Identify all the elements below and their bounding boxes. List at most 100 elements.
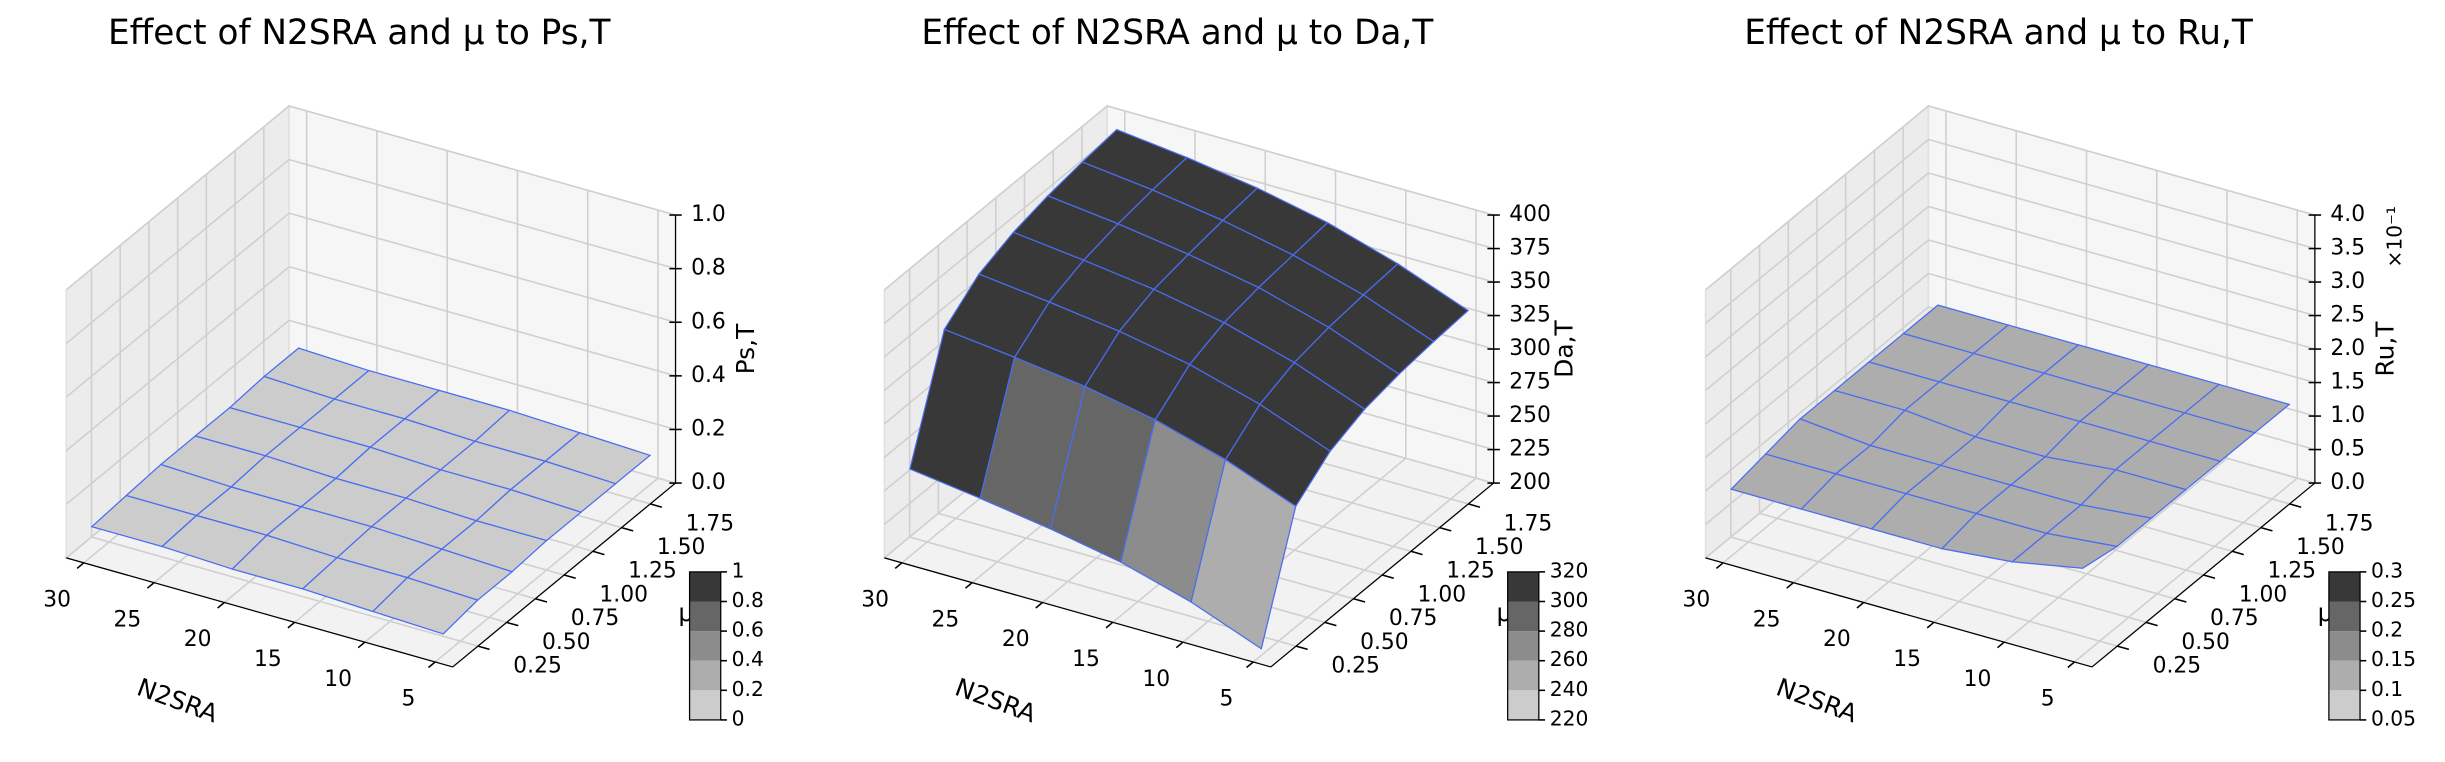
chart-title: Effect of N2SRA and μ to Da,T	[921, 13, 1434, 53]
x-tick-label: 5	[401, 687, 415, 712]
x-tick-label: 10	[324, 667, 352, 692]
colorbar-tick-label: 0.05	[2371, 706, 2416, 730]
z-tick-label: 200	[1509, 470, 1551, 495]
x-tick	[427, 661, 436, 669]
colorbar-tick-label: 0.2	[2371, 618, 2403, 642]
grid-line	[288, 319, 676, 431]
colorbar-level	[2328, 690, 2361, 720]
colorbar-level	[689, 690, 721, 720]
surface-patch	[1190, 458, 1297, 650]
y-tick	[2174, 597, 2187, 603]
y-tick	[1410, 550, 1423, 556]
panel: Effect of N2SRA and μ to Da,T 30 25 20 15 10 5…	[861, 13, 1588, 731]
y-tick-label: 0.50	[2181, 630, 2230, 655]
grid-line	[1106, 105, 1494, 216]
y-tick	[2203, 574, 2216, 580]
grid-line	[65, 105, 290, 291]
z-tick-label: 0.5	[2330, 437, 2365, 462]
x-tick-label: 30	[861, 587, 889, 612]
grid-line	[1928, 205, 2316, 317]
x-tick-label: 15	[1072, 647, 1100, 672]
grid-line	[1705, 306, 1929, 492]
z-tick-label: 350	[1509, 269, 1551, 294]
colorbar-tick-label: 0	[732, 706, 745, 730]
colorbar-tick-label: 0.8	[732, 588, 764, 612]
y-tick	[2117, 645, 2130, 651]
z-tick-label: 400	[1509, 202, 1551, 227]
chart-title: Effect of N2SRA and μ to Ps,T	[108, 13, 612, 53]
y-tick	[477, 645, 490, 651]
colorbar-level	[1507, 660, 1539, 691]
z-tick-label: 4.0	[2330, 202, 2365, 227]
colorbar-frame	[2328, 571, 2361, 721]
grid-line	[1928, 172, 2316, 283]
x-tick-label: 10	[1964, 667, 1992, 692]
grid-line	[1705, 239, 1929, 425]
grid-line	[1705, 138, 1929, 324]
z-tick-label: 3.5	[2330, 236, 2365, 261]
y-tick-label: 1.25	[2267, 559, 2316, 584]
grid-line	[883, 138, 1108, 324]
grid-line	[1928, 272, 2316, 384]
grid-line	[1705, 205, 1929, 391]
colorbar-tick-label: 300	[1550, 588, 1589, 612]
y-tick	[1324, 621, 1337, 627]
x-tick-label: 10	[1142, 667, 1170, 692]
axis-line	[66, 557, 453, 668]
y-tick	[563, 574, 576, 580]
z-axis-label: Ru,T	[2371, 321, 2400, 377]
x-tick-label: 15	[254, 647, 282, 672]
grid-line	[65, 212, 290, 398]
x-tick	[1856, 601, 1865, 609]
y-tick-label: 0.75	[2210, 606, 2259, 631]
y-tick-label: 1.25	[628, 559, 677, 584]
y-tick-label: 0.75	[1389, 606, 1438, 631]
z-axis-label: Ps,T	[731, 323, 760, 374]
y-tick-label: 0.25	[2153, 654, 2202, 679]
colorbar-tick-label: 0.3	[2371, 558, 2403, 582]
x-tick	[1105, 621, 1114, 629]
colorbar-tick-label: 1	[732, 558, 745, 582]
colorbar-level	[1507, 571, 1539, 602]
offset-text: ×10⁻¹	[2382, 206, 2406, 268]
colorbar-level	[689, 601, 721, 632]
y-tick	[592, 550, 605, 556]
x-tick	[965, 582, 973, 589]
colorbar-tick-label: 0.1	[2371, 677, 2403, 701]
z-tick-label: 0.6	[691, 309, 726, 334]
y-tick-label: 1.75	[1504, 511, 1553, 536]
grid-line	[288, 105, 676, 216]
x-tick-label: 25	[932, 607, 960, 632]
x-tick-label: 20	[184, 627, 212, 652]
colorbar-tick-label: 220	[1550, 706, 1589, 730]
axis-line	[1270, 482, 1495, 668]
colorbar-tick-label: 0.4	[732, 647, 764, 671]
x-tick	[1035, 601, 1043, 609]
z-tick-label: 0.0	[2330, 470, 2365, 495]
grid-line	[65, 319, 290, 505]
y-tick-label: 1.75	[686, 511, 735, 536]
grid-line	[1759, 512, 2147, 624]
colorbar-tick-label: 240	[1550, 677, 1589, 701]
colorbar-frame	[688, 571, 722, 721]
colorbar-frame	[1507, 571, 1540, 721]
x-tick	[1246, 661, 1254, 669]
x-tick-label: 25	[113, 607, 141, 632]
z-tick-label: 375	[1509, 236, 1551, 261]
grid-line	[1928, 239, 2316, 350]
z-tick-label: 0.8	[691, 256, 726, 281]
y-tick	[1439, 526, 1452, 532]
y-tick	[2289, 503, 2302, 508]
colorbar-tick-label: 260	[1550, 647, 1589, 671]
z-tick-label: 300	[1509, 336, 1551, 361]
y-tick-label: 1.50	[1475, 535, 1524, 560]
x-tick-label: 25	[1753, 607, 1781, 632]
z-tick-label: 275	[1509, 370, 1551, 395]
y-tick-label: 0.50	[542, 630, 591, 655]
y-tick	[1353, 597, 1366, 603]
x-tick	[2067, 661, 2075, 669]
x-tick	[287, 621, 296, 629]
z-tick-label: 2.0	[2330, 336, 2365, 361]
colorbar-level	[689, 631, 721, 661]
